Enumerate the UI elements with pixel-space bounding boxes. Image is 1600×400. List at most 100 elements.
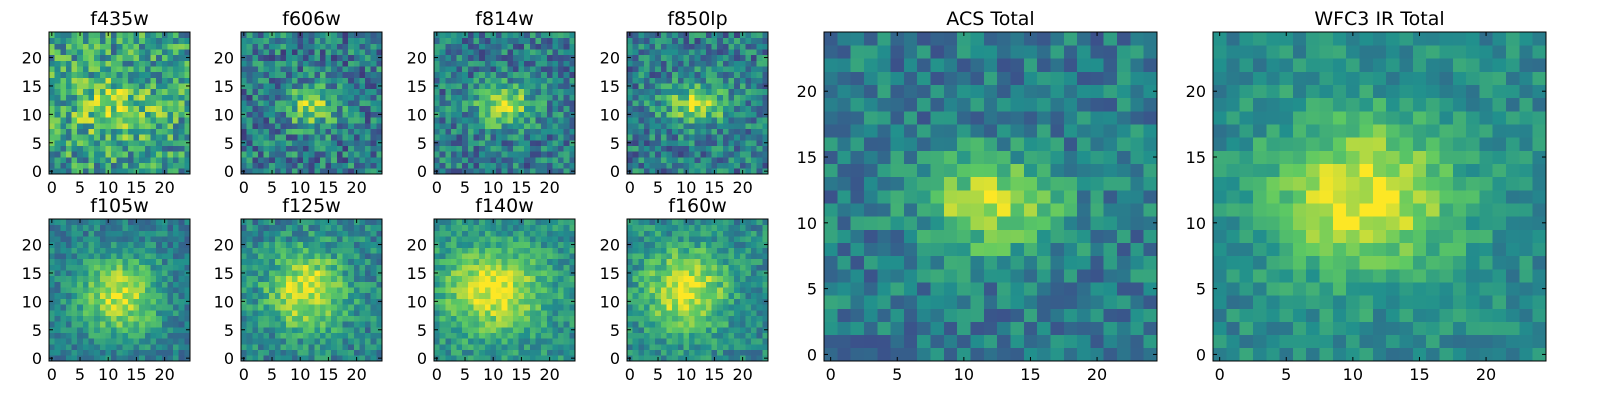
heatmap-cell xyxy=(756,83,763,90)
heatmap-cell xyxy=(291,326,298,333)
heatmap-cell xyxy=(473,94,480,101)
heatmap-cell xyxy=(178,230,185,237)
heatmap-cell xyxy=(286,100,293,107)
heatmap-cell xyxy=(450,304,457,311)
heatmap-cell xyxy=(467,343,474,351)
heatmap-cell xyxy=(450,83,457,90)
heatmap-cell xyxy=(359,122,366,129)
heatmap-cell xyxy=(246,66,253,73)
heatmap-cell xyxy=(269,292,276,299)
heatmap-cell xyxy=(297,49,304,56)
heatmap-cell xyxy=(563,94,570,101)
heatmap-cell xyxy=(677,43,684,50)
heatmap-cell xyxy=(263,315,270,322)
heatmap-cell xyxy=(529,230,536,237)
heatmap-cell xyxy=(336,88,343,95)
heatmap-cell xyxy=(717,309,724,316)
heatmap-cell xyxy=(94,326,101,333)
heatmap-cell xyxy=(150,88,157,95)
heatmap-cell xyxy=(161,343,168,351)
heatmap-cell xyxy=(689,139,696,146)
heatmap-cell xyxy=(82,247,89,254)
heatmap-cell xyxy=(672,298,679,305)
heatmap-cell xyxy=(71,258,78,265)
heatmap-cell xyxy=(252,321,259,328)
heatmap-cell xyxy=(722,134,729,141)
heatmap-cell xyxy=(660,321,667,328)
heatmap-cell xyxy=(569,338,576,345)
heatmap-cell xyxy=(365,145,372,152)
heatmap-cell xyxy=(370,162,377,169)
heatmap-cell xyxy=(529,275,536,282)
heatmap-cell xyxy=(524,287,531,294)
heatmap-cell xyxy=(353,162,360,169)
heatmap-cell xyxy=(269,230,276,237)
heatmap-cell xyxy=(116,258,123,265)
panel-title: f160w xyxy=(668,195,727,217)
heatmap-cell xyxy=(263,151,270,158)
heatmap-cell xyxy=(286,292,293,299)
heatmap-cell xyxy=(467,139,474,146)
heatmap-cell xyxy=(496,60,503,67)
heatmap-cell xyxy=(456,332,463,339)
heatmap-cell xyxy=(518,321,525,328)
heatmap-cell xyxy=(756,37,763,44)
heatmap-cell xyxy=(257,134,264,141)
heatmap-cell xyxy=(314,100,321,107)
heatmap-cell xyxy=(105,270,112,277)
heatmap-cell xyxy=(563,145,570,152)
heatmap-cell xyxy=(342,43,349,50)
heatmap-cell xyxy=(370,241,377,248)
heatmap-cell xyxy=(563,134,570,141)
axes-frame xyxy=(433,31,576,175)
heatmap-cell xyxy=(717,298,724,305)
heatmap-cell xyxy=(49,43,56,50)
heatmap-cell xyxy=(156,156,163,164)
heatmap-cell xyxy=(94,32,101,39)
heatmap-cell xyxy=(319,151,326,158)
heatmap-cell xyxy=(319,71,326,78)
heatmap-cell xyxy=(178,241,185,248)
heatmap-cell xyxy=(133,309,140,316)
heatmap-cell xyxy=(694,355,701,362)
heatmap-cell xyxy=(473,139,480,146)
heatmap-cell xyxy=(445,326,452,333)
panel-title: f814w xyxy=(475,8,534,30)
heatmap-cell xyxy=(314,292,321,299)
heatmap-cell xyxy=(467,32,474,39)
heatmap-cell xyxy=(717,111,724,118)
heatmap-cell xyxy=(274,49,281,56)
heatmap-cell xyxy=(745,355,752,362)
heatmap-cell xyxy=(94,71,101,78)
heatmap-cell xyxy=(518,71,525,78)
heatmap-cell xyxy=(518,230,525,237)
heatmap-cell xyxy=(717,71,724,78)
heatmap-cell xyxy=(450,343,457,351)
heatmap-cell xyxy=(82,275,89,282)
heatmap-cell xyxy=(450,230,457,237)
heatmap-cell xyxy=(71,241,78,248)
heatmap-cell xyxy=(144,258,151,265)
heatmap-cell xyxy=(308,253,315,260)
heatmap-cell xyxy=(450,134,457,141)
heatmap-cell xyxy=(150,343,157,351)
heatmap-cell xyxy=(529,77,536,84)
heatmap-cell xyxy=(241,117,248,124)
heatmap-cell xyxy=(467,117,474,124)
heatmap-cell xyxy=(269,326,276,333)
heatmap-cell xyxy=(558,32,565,39)
heatmap-cell xyxy=(439,219,446,226)
heatmap-cell xyxy=(558,139,565,146)
heatmap-cell xyxy=(314,145,321,152)
heatmap-cell xyxy=(717,304,724,311)
heatmap-cell xyxy=(439,54,446,61)
heatmap-cell xyxy=(705,122,712,129)
heatmap-cell xyxy=(49,88,56,95)
heatmap-cell xyxy=(139,168,146,175)
heatmap-cell xyxy=(655,88,662,95)
heatmap-cell xyxy=(694,111,701,118)
heatmap-cell xyxy=(303,315,310,322)
heatmap-cell xyxy=(144,332,151,339)
